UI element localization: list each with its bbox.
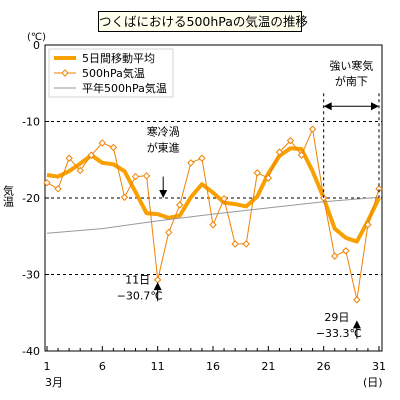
chart-title: つくばにおける500hPaの気温の推移 <box>98 11 308 32</box>
y-tick-label: -40 <box>22 345 40 358</box>
annotation-label: が南下 <box>335 74 368 88</box>
x-tick-label: 21 <box>261 360 275 373</box>
data-point <box>76 166 84 175</box>
data-point <box>342 247 350 255</box>
data-point <box>275 148 284 156</box>
data-point <box>220 195 228 203</box>
annotation-arrowhead <box>352 320 361 329</box>
annotation-label: 29日 <box>324 311 349 324</box>
legend-marker-500hpa <box>61 69 69 77</box>
y-unit-label: (℃) <box>27 32 46 43</box>
data-point <box>242 240 250 248</box>
y-tick-label: -20 <box>22 192 40 205</box>
y-tick-label: 0 <box>33 39 40 52</box>
data-point <box>65 154 73 162</box>
series-line-normal <box>46 196 380 234</box>
data-point <box>176 201 184 209</box>
y-tick-label: -30 <box>22 269 40 282</box>
x-tick-label: 6 <box>99 360 106 373</box>
y-axis-ticks: 0 -10 -20 -30 -40 <box>22 39 49 358</box>
data-point <box>286 136 295 145</box>
grid-lines <box>45 121 382 275</box>
data-point <box>209 221 217 229</box>
legend-label-moving-average: 5日間移動平均 <box>82 51 155 65</box>
data-point <box>308 125 317 133</box>
data-point <box>54 185 62 193</box>
data-point <box>43 178 51 187</box>
x-tick-label: 11 <box>151 360 165 373</box>
annotation-arrowhead <box>159 190 168 198</box>
data-point <box>120 193 129 201</box>
legend-label-normal: 平年500hPa気温 <box>82 81 167 95</box>
annotation-label: 強い寒気 <box>329 58 373 72</box>
range-arrowhead-left <box>323 102 332 111</box>
data-point <box>353 296 361 304</box>
legend: 5日間移動平均 500hPa気温 平年500hPa気温 <box>48 48 174 98</box>
annotation-label: が東進 <box>147 140 180 154</box>
y-axis-label: 気温 <box>2 184 15 207</box>
data-point <box>264 174 273 182</box>
month-label: 3月 <box>45 376 63 389</box>
data-point <box>87 151 95 159</box>
annotation-label: −33.3℃ <box>316 327 362 340</box>
y-tick-label: -10 <box>22 116 40 129</box>
x-axis-ticks: 1 6 11 16 21 26 31 <box>44 346 386 373</box>
annotation-label: −30.7℃ <box>117 289 163 302</box>
data-point <box>231 240 239 248</box>
annotation-arrowhead <box>153 282 162 291</box>
data-point <box>109 143 118 152</box>
legend-label-500hpa: 500hPa気温 <box>82 66 145 80</box>
annotation-label: 寒冷渦 <box>147 124 180 138</box>
data-point <box>98 139 107 147</box>
x-tick-label: 1 <box>44 360 51 373</box>
data-point <box>131 172 140 181</box>
x-unit-label: (日) <box>363 376 383 389</box>
annotation-label: 11日 <box>125 273 150 286</box>
data-point <box>142 172 151 180</box>
data-point <box>187 159 195 167</box>
data-point <box>297 151 306 159</box>
data-point <box>198 154 206 162</box>
x-tick-label: 31 <box>372 360 386 373</box>
data-point <box>364 221 372 229</box>
x-tick-label: 26 <box>317 360 331 373</box>
x-tick-label: 16 <box>206 360 220 373</box>
data-point <box>253 169 261 177</box>
data-point <box>331 252 339 260</box>
range-arrowhead-right <box>371 102 379 111</box>
data-point <box>165 228 173 237</box>
